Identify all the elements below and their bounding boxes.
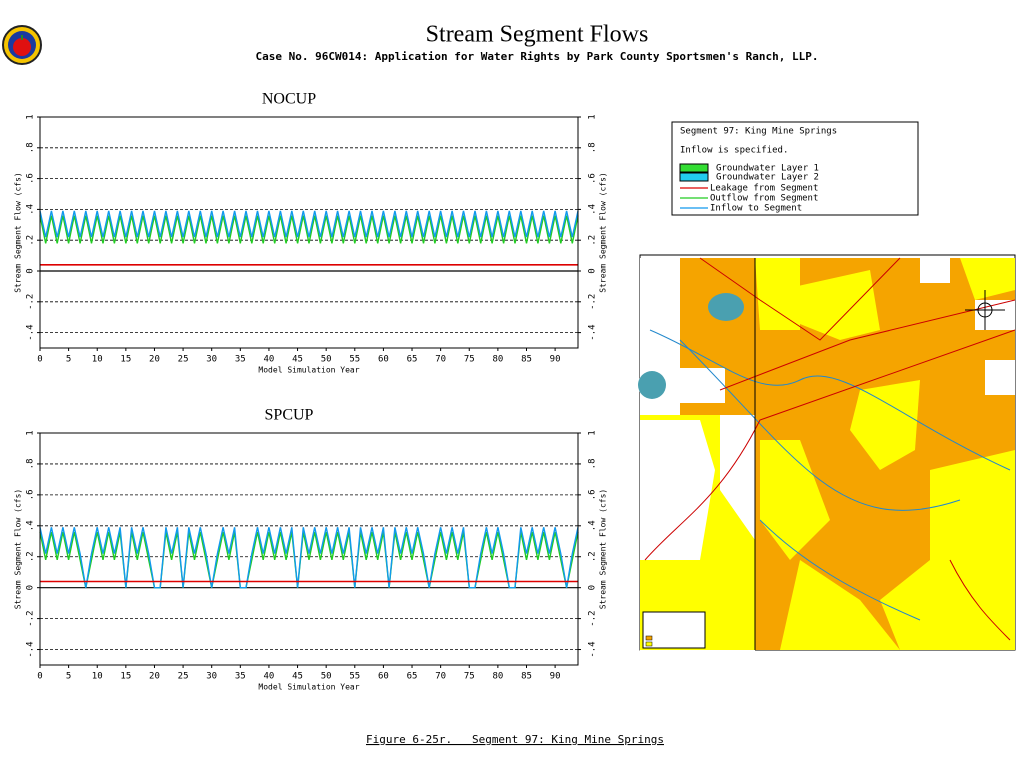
y-tick-label: -.4 [588,641,598,657]
x-axis-label: Model Simulation Year [258,366,359,375]
y-tick-label: 0 [588,585,598,590]
x-tick-label: 35 [235,355,246,365]
y-tick-label: .4 [588,520,598,531]
logo [2,25,42,65]
y-tick-label: .8 [26,142,36,153]
y-tick-label: .6 [26,489,36,500]
page-subtitle: Case No. 96CW014: Application for Water … [256,50,819,63]
x-tick-label: 25 [178,672,189,682]
legend-note: Inflow is specified. [680,146,788,156]
x-tick-label: 70 [435,672,446,682]
x-axis-label: Model Simulation Year [258,683,359,692]
y-tick-label: -.4 [26,324,36,340]
series-line [39,527,579,589]
x-tick-label: 20 [149,672,160,682]
x-tick-label: 60 [378,672,389,682]
x-tick-label: 45 [292,355,303,365]
x-tick-label: 70 [435,355,446,365]
y-tick-label: -.4 [26,641,36,657]
y-tick-label: .6 [588,489,598,500]
legend-label: Leakage from Segment [710,184,818,194]
series-line [39,215,579,244]
x-tick-label: 40 [264,672,275,682]
y-tick-label: 1 [588,430,598,435]
y-tick-label: -.2 [588,610,598,626]
x-tick-label: 30 [206,672,217,682]
legend-title: Segment 97: King Mine Springs [680,127,837,137]
plot-frame [39,432,579,666]
y-tick-label: 0 [26,585,36,590]
x-tick-label: 55 [349,355,360,365]
page-title: Stream Segment Flows [426,22,649,48]
y-tick-label: 1 [588,114,598,119]
y-tick-label: -.4 [588,324,598,340]
y-axis-label: Stream Segment Flow (cfs) [14,172,23,292]
chart-title: NOCUP [262,91,316,108]
x-tick-label: 75 [464,355,475,365]
legend-label: Outflow from Segment [710,194,818,204]
x-tick-label: 55 [349,672,360,682]
legend-swatch [679,163,709,173]
y-tick-label: 1 [26,114,36,119]
x-tick-label: 5 [66,355,71,365]
plot-frame [39,116,579,349]
x-tick-label: 65 [407,355,418,365]
x-tick-label: 85 [521,672,532,682]
x-tick-label: 65 [407,672,418,682]
y-tick-label: .2 [588,551,598,562]
y-tick-label: .8 [588,142,598,153]
x-tick-label: 20 [149,355,160,365]
y-tick-label: .8 [26,459,36,470]
y-tick-label: 0 [588,268,598,273]
x-tick-label: 25 [178,355,189,365]
x-tick-label: 0 [37,355,42,365]
x-tick-label: 40 [264,355,275,365]
y-tick-label: -.2 [588,294,598,310]
x-tick-label: 60 [378,355,389,365]
x-tick-label: 15 [120,672,131,682]
x-tick-label: 90 [550,355,561,365]
y-axis-label: Stream Segment Flow (cfs) [599,489,608,609]
y-tick-label: -.2 [26,294,36,310]
y-tick-label: .4 [26,520,36,531]
y-tick-label: -.2 [26,610,36,626]
y-tick-label: .6 [26,173,36,184]
figure-caption: Figure 6-25r. Segment 97: King Mine Spri… [366,733,664,746]
chart-title: SPCUP [265,407,314,424]
legend-box: Segment 97: King Mine Springs Inflow is … [671,121,919,216]
legend-label: Inflow to Segment [710,204,802,214]
y-tick-label: .4 [588,204,598,215]
y-tick-label: .2 [26,551,36,562]
x-tick-label: 0 [37,672,42,682]
x-tick-label: 30 [206,355,217,365]
y-tick-label: .6 [588,173,598,184]
y-tick-label: .2 [26,235,36,246]
x-tick-label: 5 [66,672,71,682]
x-tick-label: 80 [492,355,503,365]
x-tick-label: 10 [92,672,103,682]
x-tick-label: 45 [292,672,303,682]
y-tick-label: .8 [588,459,598,470]
legend-label: Groundwater Layer 1 [716,164,819,174]
x-tick-label: 50 [321,355,332,365]
x-tick-label: 50 [321,672,332,682]
x-tick-label: 10 [92,355,103,365]
y-axis-label: Stream Segment Flow (cfs) [14,489,23,609]
y-tick-label: .2 [588,235,598,246]
y-axis-label: Stream Segment Flow (cfs) [599,172,608,292]
x-tick-label: 80 [492,672,503,682]
y-tick-label: 0 [26,268,36,273]
x-tick-label: 90 [550,672,561,682]
x-tick-label: 35 [235,672,246,682]
series-line [39,210,579,238]
y-tick-label: 1 [26,430,36,435]
legend-swatch [679,172,709,182]
legend-label: Groundwater Layer 2 [716,173,819,183]
y-tick-label: .4 [26,204,36,215]
x-tick-label: 15 [120,355,131,365]
map [638,254,1016,655]
x-tick-label: 85 [521,355,532,365]
x-tick-label: 75 [464,672,475,682]
